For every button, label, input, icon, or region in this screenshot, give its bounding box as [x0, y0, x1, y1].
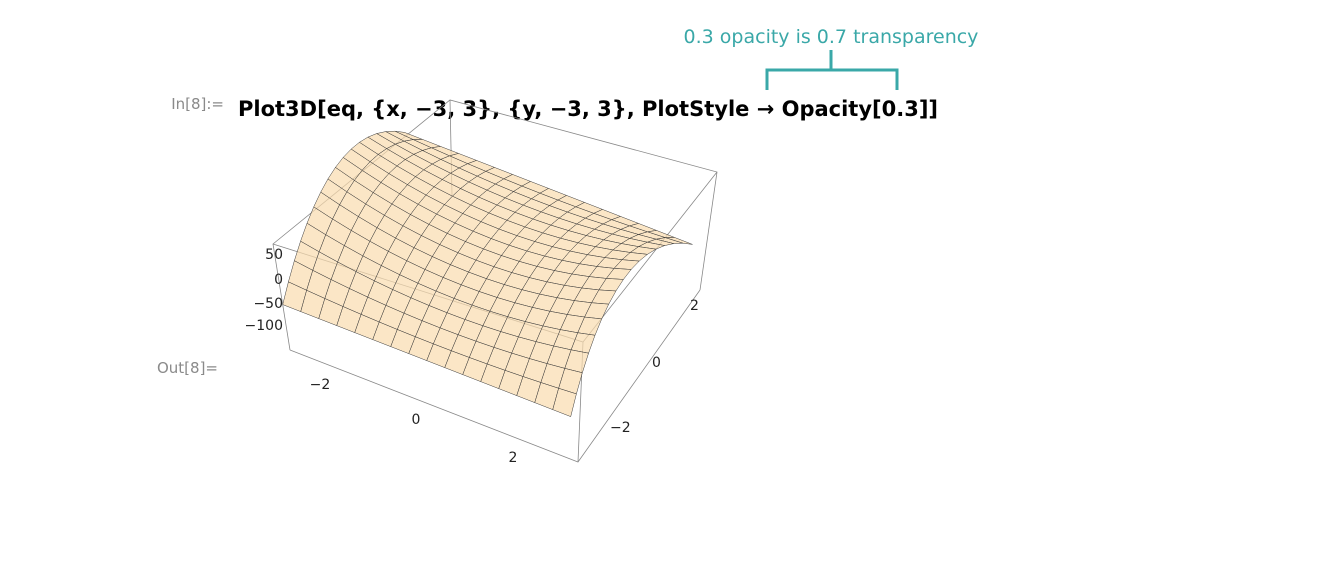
surface — [282, 130, 693, 417]
output-label: Out[8]= — [157, 359, 218, 377]
x-tick-label: 0 — [412, 412, 421, 428]
input-label: In[8]:= — [171, 95, 224, 113]
surface-patch — [552, 387, 577, 417]
z-tick-label: −50 — [253, 296, 283, 312]
z-tick-label: −100 — [245, 318, 283, 334]
bracket — [765, 50, 899, 90]
z-tick-label: 50 — [265, 247, 283, 263]
annotation: 0.3 opacity is 0.7 transparency — [684, 26, 979, 48]
x-tick-label: 2 — [509, 450, 518, 466]
input-code: Plot3D[eq, {x, −3, 3}, {y, −3, 3}, PlotS… — [238, 97, 938, 121]
z-tick-label: 0 — [274, 272, 283, 288]
y-tick-label: −2 — [610, 420, 631, 436]
y-tick-label: 2 — [690, 298, 699, 314]
x-tick-label: −2 — [310, 377, 331, 393]
y-tick-label: 0 — [652, 355, 661, 371]
